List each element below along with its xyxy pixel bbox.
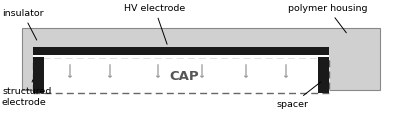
Bar bbox=[33, 58, 329, 93]
Text: insulator: insulator bbox=[2, 9, 44, 40]
Text: structured
electrode: structured electrode bbox=[2, 80, 51, 107]
Text: polymer housing: polymer housing bbox=[288, 4, 368, 33]
Text: HV electrode: HV electrode bbox=[124, 4, 185, 44]
Bar bbox=[318, 58, 329, 93]
Bar bbox=[22, 28, 380, 90]
Text: CAP: CAP bbox=[169, 70, 199, 83]
Text: spacer: spacer bbox=[276, 82, 321, 109]
Bar bbox=[33, 55, 329, 58]
Bar bbox=[33, 47, 329, 56]
Bar bbox=[33, 58, 44, 93]
